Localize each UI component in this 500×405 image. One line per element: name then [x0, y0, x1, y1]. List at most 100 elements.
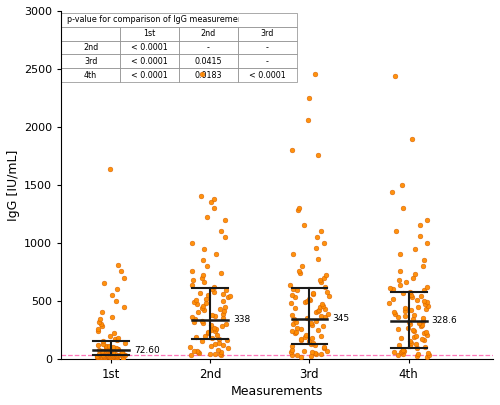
Point	[216, 349, 224, 355]
Point	[103, 350, 111, 357]
Point	[213, 331, 221, 338]
Point	[98, 347, 106, 354]
Point	[420, 298, 428, 304]
Point	[112, 353, 120, 360]
Point	[224, 294, 232, 301]
Point	[196, 290, 204, 296]
Point	[302, 334, 310, 340]
Point	[314, 256, 322, 262]
Point	[392, 72, 400, 79]
Point	[286, 281, 294, 288]
Point	[96, 352, 104, 359]
Point	[320, 240, 328, 246]
Point	[314, 308, 322, 315]
Point	[100, 280, 108, 287]
Point	[414, 303, 422, 310]
Point	[298, 353, 306, 360]
Point	[92, 353, 100, 360]
Point	[394, 326, 402, 332]
Point	[424, 352, 432, 358]
X-axis label: Measurements: Measurements	[231, 385, 324, 398]
Point	[190, 277, 198, 283]
Point	[406, 288, 414, 295]
Point	[195, 350, 203, 356]
Point	[190, 347, 198, 354]
Point	[398, 349, 406, 356]
Point	[109, 343, 117, 350]
Point	[98, 350, 106, 356]
Point	[424, 331, 432, 338]
Point	[118, 354, 126, 361]
Point	[424, 299, 432, 305]
Point	[96, 321, 104, 327]
Point	[399, 351, 407, 358]
Point	[312, 309, 320, 316]
Point	[112, 345, 120, 352]
Point	[300, 348, 308, 354]
Point	[201, 333, 209, 339]
Point	[292, 330, 300, 337]
Point	[199, 302, 207, 309]
Text: 328.6: 328.6	[432, 316, 458, 325]
Point	[308, 291, 316, 297]
Point	[415, 320, 423, 326]
Point	[305, 295, 313, 302]
Point	[215, 339, 223, 346]
Point	[424, 216, 432, 223]
Point	[400, 346, 407, 353]
Point	[290, 316, 298, 323]
Point	[394, 352, 402, 358]
Point	[386, 285, 394, 291]
Point	[408, 135, 416, 142]
Point	[410, 328, 418, 334]
Point	[212, 326, 220, 332]
Point	[190, 299, 198, 305]
Point	[321, 314, 329, 320]
Point	[296, 205, 304, 211]
Point	[118, 349, 126, 355]
Point	[121, 352, 129, 358]
Point	[321, 306, 329, 312]
Point	[320, 344, 328, 350]
Point	[112, 337, 120, 343]
Point	[420, 344, 428, 350]
Point	[392, 228, 400, 234]
Point	[304, 117, 312, 123]
Point	[421, 301, 429, 307]
Point	[106, 342, 114, 349]
Point	[412, 341, 420, 347]
Point	[217, 352, 225, 358]
Point	[211, 313, 219, 319]
Point	[320, 275, 328, 281]
Point	[288, 311, 296, 318]
Point	[98, 309, 106, 316]
Point	[293, 352, 301, 358]
Point	[398, 347, 406, 354]
Point	[413, 345, 421, 352]
Point	[318, 301, 326, 307]
Point	[412, 333, 420, 339]
Point	[98, 323, 106, 330]
Point	[198, 318, 206, 324]
Point	[198, 338, 206, 345]
Point	[324, 310, 332, 317]
Point	[298, 336, 306, 342]
Point	[226, 293, 234, 299]
Point	[420, 330, 428, 337]
Point	[222, 287, 230, 294]
Point	[219, 310, 227, 317]
Point	[212, 351, 220, 358]
Point	[112, 298, 120, 304]
Point	[219, 315, 227, 322]
Point	[216, 351, 224, 357]
Point	[103, 345, 111, 352]
Point	[96, 316, 104, 323]
Point	[219, 291, 227, 297]
Point	[294, 324, 302, 331]
Point	[112, 345, 120, 352]
Point	[294, 287, 302, 294]
Point	[416, 222, 424, 229]
Point	[288, 147, 296, 153]
Point	[411, 271, 419, 277]
Point	[422, 306, 430, 312]
